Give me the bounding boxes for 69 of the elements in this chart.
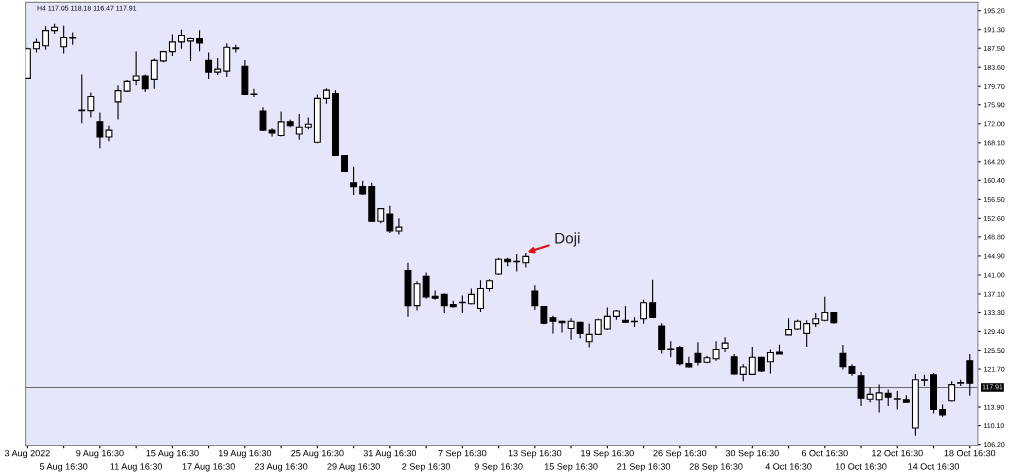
candlestick — [803, 319, 811, 348]
x-tick-label: 10 Oct 16:30 — [835, 463, 887, 470]
x-tick-label: 19 Sep 16:30 — [581, 449, 634, 459]
candlestick — [640, 299, 648, 325]
candlestick — [42, 25, 49, 51]
x-tick-label: 19 Aug 16:30 — [218, 449, 272, 459]
candlestick — [676, 345, 684, 367]
candlestick — [395, 217, 403, 236]
candlestick — [694, 341, 702, 367]
x-tick-label: 7 Sep 16:30 — [438, 449, 487, 459]
candlestick — [87, 92, 95, 118]
candlestick — [567, 317, 575, 341]
x-tick-label: 5 Aug 16:30 — [39, 463, 88, 472]
x-tick-label: 2 Sep 16:30 — [402, 463, 451, 472]
x-tick-label: 11 Aug 16:30 — [110, 463, 163, 472]
x-tick-label: 9 Aug 16:30 — [76, 449, 124, 459]
x-tick-label: 12 Oct 16:30 — [872, 449, 923, 457]
x-tick-label: 31 Aug 16:30 — [363, 449, 417, 459]
candlestick — [649, 279, 657, 319]
candlestick — [658, 322, 666, 354]
candlestick — [730, 353, 738, 376]
candlestick — [748, 346, 756, 376]
candlestick — [60, 25, 68, 55]
x-tick-label: 17 Aug 16:30 — [182, 463, 235, 472]
candlestick — [350, 166, 358, 196]
candlestick — [114, 84, 122, 120]
x-tick-label: 21 Sep 16:30 — [617, 463, 671, 472]
candlestick — [440, 292, 448, 314]
candlestick — [150, 57, 158, 90]
candlestick — [78, 73, 86, 124]
candlestick — [531, 284, 539, 311]
candlestick — [223, 42, 231, 78]
x-tick-label: 13 Sep 16:30 — [508, 449, 562, 459]
annotation: Doji — [555, 232, 580, 247]
x-tick-label: 15 Aug 16:30 — [146, 449, 199, 459]
x-tick-label: 25 Aug 16:30 — [291, 449, 344, 459]
x-tick-label: 6 Oct 16:30 — [801, 449, 848, 457]
candlestick — [277, 111, 285, 138]
candlestick — [712, 340, 720, 362]
candlestick — [168, 33, 176, 57]
candlestick — [196, 29, 204, 52]
candlestick — [132, 51, 140, 86]
x-tick-label: 23 Aug 16:30 — [254, 463, 308, 472]
candlestick — [205, 52, 213, 80]
candlestick — [386, 205, 394, 234]
candlestick — [839, 344, 847, 371]
x-tick-label: 15 Sep 16:30 — [544, 463, 598, 472]
candlestick — [893, 390, 901, 411]
candlestick — [721, 336, 729, 353]
x-tick-label: 30 Sep 16:30 — [725, 449, 779, 459]
x-tick-label: 9 Sep 16:30 — [474, 463, 523, 472]
candlestick — [422, 271, 430, 300]
x-tick-label: 18 Oct 16:30 — [944, 449, 996, 457]
candlestick — [477, 279, 484, 313]
x-tick-label: 4 Oct 16:30 — [765, 463, 812, 470]
candlestick — [250, 88, 258, 98]
candlestick — [821, 296, 829, 322]
x-tick-label: 26 Sep 16:30 — [653, 449, 707, 459]
candlestick — [187, 36, 194, 62]
x-tick-label: 29 Aug 16:30 — [327, 463, 380, 472]
x-tick-label: 3 Aug 2022 — [4, 449, 50, 459]
candlestick — [177, 29, 185, 50]
candlestick — [685, 356, 693, 369]
candlestick — [766, 348, 774, 374]
x-tick-label: 28 Sep 16:30 — [689, 463, 743, 472]
x-tick-label: 14 Oct 16:30 — [908, 463, 960, 470]
candlestick — [585, 323, 593, 349]
candlestick — [96, 112, 104, 149]
candlestick — [295, 113, 303, 141]
